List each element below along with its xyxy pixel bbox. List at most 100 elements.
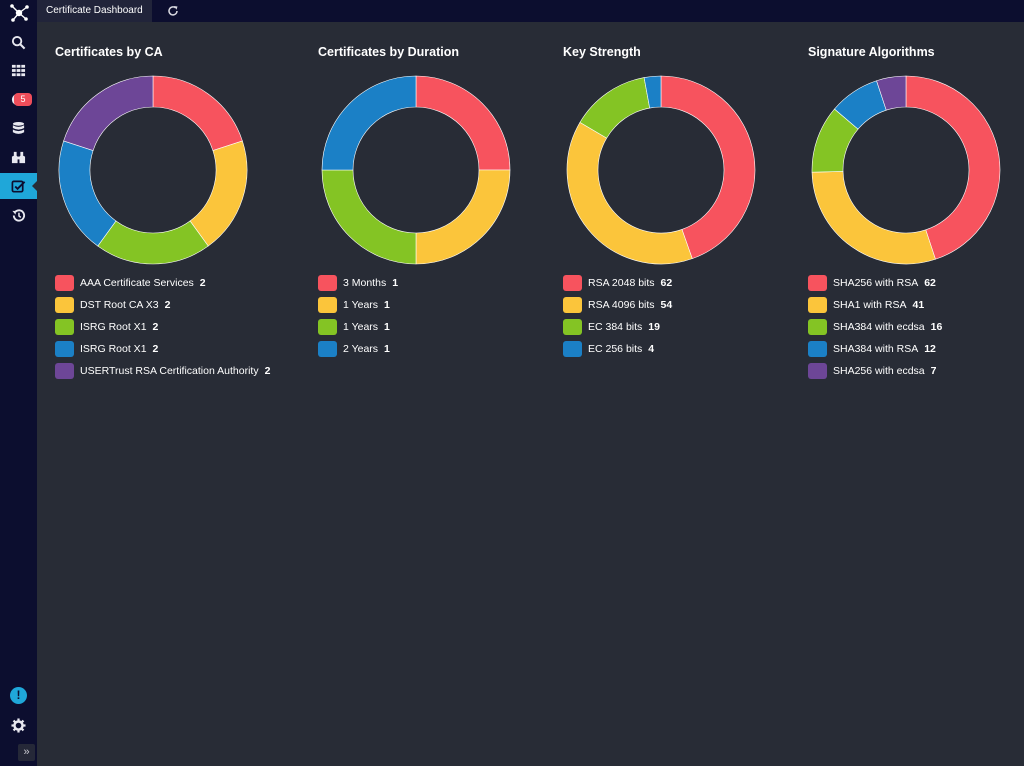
legend-label: EC 256 bits (588, 343, 643, 355)
legend-item[interactable]: SHA256 with RSA 62 (808, 272, 942, 294)
donut-slice[interactable] (189, 140, 248, 247)
legend-item[interactable]: ISRG Root X1 2 (55, 316, 270, 338)
legend-swatch (318, 297, 337, 313)
donut-slice[interactable] (876, 75, 907, 111)
sidebar-item-history[interactable] (0, 202, 37, 228)
sidebar: 5 ! (0, 0, 38, 766)
donut-chart (566, 75, 756, 265)
sidebar-item-settings[interactable] (0, 712, 37, 738)
sidebar-item-alerts[interactable]: 5 (0, 87, 37, 113)
panel-certificates-by-duration: Certificates by Duration 3 Months 1 1 Year… (318, 42, 511, 357)
legend-value: 54 (660, 299, 673, 311)
legend-swatch (55, 363, 74, 379)
donut-slice[interactable] (811, 171, 936, 265)
search-icon (11, 35, 26, 49)
donut-slice[interactable] (905, 75, 1001, 260)
panel-title: Certificates by CA (55, 45, 163, 59)
app-logo-icon[interactable] (8, 2, 30, 24)
chart-legend: SHA256 with RSA 62 SHA1 with RSA 41 SHA384 w… (808, 272, 942, 382)
legend-item[interactable]: 1 Years 1 (318, 294, 398, 316)
legend-swatch (318, 319, 337, 335)
donut-chart (811, 75, 1001, 265)
panel-title: Certificates by Duration (318, 45, 460, 59)
legend-item[interactable]: SHA1 with RSA 41 (808, 294, 942, 316)
legend-value: 1 (384, 321, 390, 333)
legend-item[interactable]: SHA256 with ecdsa 7 (808, 360, 942, 382)
legend-swatch (318, 341, 337, 357)
donut-slice[interactable] (415, 75, 511, 171)
donut-slice[interactable] (97, 220, 209, 265)
panel-certificates-by-ca: Certificates by CA AAA Certificate Servi… (55, 42, 270, 379)
legend-item[interactable]: DST Root CA X3 2 (55, 294, 270, 316)
donut-slice[interactable] (566, 121, 693, 265)
legend-value: 2 (199, 277, 206, 289)
legend-label: DST Root CA X3 (80, 299, 159, 311)
legend-item[interactable]: 1 Years 1 (318, 316, 398, 338)
legend-value: 2 (152, 343, 159, 355)
donut-slice[interactable] (643, 75, 662, 109)
legend-swatch (563, 319, 582, 335)
sidebar-item-search[interactable] (0, 29, 37, 55)
legend-value: 7 (930, 365, 937, 377)
legend-item[interactable]: RSA 2048 bits 62 (563, 272, 672, 294)
legend-swatch (808, 341, 827, 357)
sidebar-item-explore[interactable] (0, 144, 37, 170)
panel-title: Key Strength (563, 45, 641, 59)
legend-label: SHA384 with ecdsa (833, 321, 925, 333)
legend-item[interactable]: 3 Months 1 (318, 272, 398, 294)
legend-swatch (563, 341, 582, 357)
sidebar-item-apps[interactable] (0, 57, 37, 83)
info-icon[interactable]: ! (10, 687, 27, 704)
legend-label: SHA256 with RSA (833, 277, 919, 289)
legend-label: 1 Years (343, 299, 379, 311)
legend-value: 1 (384, 343, 390, 355)
legend-label: RSA 4096 bits (588, 299, 655, 311)
legend-value: 62 (660, 277, 673, 289)
legend-swatch (808, 319, 827, 335)
certificate-check-icon (11, 180, 26, 192)
sidebar-item-certificates[interactable] (0, 173, 38, 199)
legend-item[interactable]: 2 Years 1 (318, 338, 398, 360)
legend-swatch (55, 275, 74, 291)
donut-slice[interactable] (660, 75, 756, 260)
legend-value: 2 (264, 365, 271, 377)
legend-label: RSA 2048 bits (588, 277, 655, 289)
donut-slice[interactable] (152, 75, 243, 151)
legend-item[interactable]: EC 256 bits 4 (563, 338, 672, 360)
legend-swatch (808, 275, 827, 291)
refresh-icon[interactable] (166, 4, 180, 18)
database-icon (12, 121, 25, 134)
expand-sidebar-button[interactable]: » (18, 744, 35, 761)
legend-swatch (808, 297, 827, 313)
legend-value: 62 (924, 277, 936, 289)
chart-legend: RSA 2048 bits 62 RSA 4096 bits 54 EC 384 bit… (563, 272, 672, 360)
legend-item[interactable]: AAA Certificate Services 2 (55, 272, 270, 294)
legend-item[interactable]: SHA384 with RSA 12 (808, 338, 942, 360)
legend-value: 19 (648, 321, 660, 333)
donut-slice[interactable] (321, 169, 417, 265)
donut-slice[interactable] (415, 169, 511, 265)
legend-label: ISRG Root X1 (80, 343, 147, 355)
gear-icon (11, 717, 26, 733)
legend-label: 2 Years (343, 343, 379, 355)
legend-swatch (808, 363, 827, 379)
legend-value: 2 (164, 299, 171, 311)
legend-swatch (55, 341, 74, 357)
history-icon (12, 208, 25, 222)
legend-item[interactable]: USERTrust RSA Certification Authority 2 (55, 360, 270, 382)
panel-title: Signature Algorithms (808, 45, 935, 59)
legend-value: 2 (152, 321, 159, 333)
legend-item[interactable]: ISRG Root X1 2 (55, 338, 270, 360)
legend-swatch (55, 319, 74, 335)
legend-item[interactable]: SHA384 with ecdsa 16 (808, 316, 942, 338)
tab-certificate-dashboard[interactable]: Certificate Dashboard (37, 0, 152, 22)
donut-slice[interactable] (63, 75, 154, 151)
donut-slice[interactable] (321, 75, 417, 171)
sidebar-item-data[interactable] (0, 115, 37, 141)
legend-label: SHA1 with RSA (833, 299, 907, 311)
donut-slice[interactable] (58, 140, 117, 247)
panel-key-strength: Key Strength RSA 2048 bits 62 RSA 4096 bit… (563, 42, 756, 357)
legend-item[interactable]: RSA 4096 bits 54 (563, 294, 672, 316)
legend-swatch (318, 275, 337, 291)
legend-item[interactable]: EC 384 bits 19 (563, 316, 672, 338)
